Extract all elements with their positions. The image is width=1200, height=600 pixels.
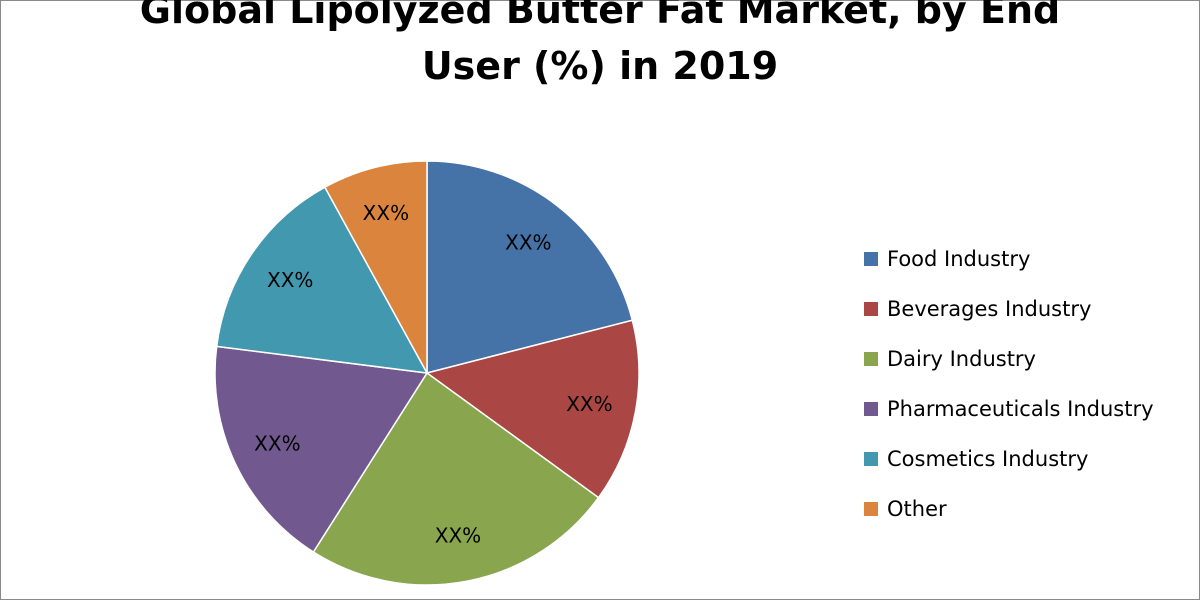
data-label: XX% (363, 201, 409, 225)
legend-label: Cosmetics Industry (887, 447, 1089, 471)
legend-item: Other (864, 484, 1154, 534)
legend-swatch (864, 352, 878, 366)
legend-item: Food Industry (864, 234, 1154, 284)
legend-swatch (864, 452, 878, 466)
legend-label: Food Industry (887, 247, 1031, 271)
pie-slice-beverages-industry (425, 319, 640, 499)
legend-label: Other (887, 497, 947, 521)
data-label: XX% (566, 392, 612, 416)
chart-title-line-1: Global Lipolyzed Butter Fat Market, by E… (139, 0, 1061, 32)
legend-swatch (864, 302, 878, 316)
legend-label: Pharmaceuticals Industry (887, 397, 1154, 421)
pie-slice-food-industry (426, 160, 634, 374)
legend-label: Dairy Industry (887, 347, 1036, 371)
legend-swatch (864, 402, 878, 416)
pie-slice-other (323, 160, 428, 374)
data-label: XX% (435, 523, 481, 547)
pie-slice-pharmaceuticals-industry (214, 345, 429, 554)
legend-item: Cosmetics Industry (864, 434, 1154, 484)
chart-title-line-2: User (%) in 2019 (421, 44, 779, 88)
legend-swatch (864, 252, 878, 266)
legend-item: Pharmaceuticals Industry (864, 384, 1154, 434)
data-label: XX% (254, 431, 300, 455)
pie-slice-dairy-industry (312, 371, 600, 586)
data-label: XX% (505, 230, 551, 254)
data-label: XX% (267, 268, 313, 292)
pie-slice-cosmetics-industry (215, 186, 429, 374)
legend-label: Beverages Industry (887, 297, 1092, 321)
legend: Food Industry Beverages Industry Dairy Ind… (864, 234, 1154, 534)
legend-swatch (864, 502, 878, 516)
legend-item: Beverages Industry (864, 284, 1154, 334)
legend-item: Dairy Industry (864, 334, 1154, 384)
